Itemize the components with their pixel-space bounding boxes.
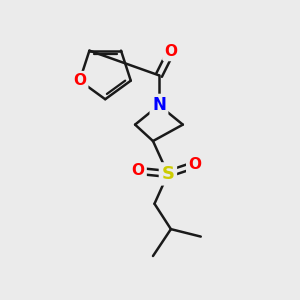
Text: O: O xyxy=(73,73,86,88)
Text: O: O xyxy=(164,44,177,59)
Text: O: O xyxy=(188,158,201,172)
Text: S: S xyxy=(161,165,174,183)
Text: O: O xyxy=(132,164,145,178)
Text: N: N xyxy=(152,96,166,114)
